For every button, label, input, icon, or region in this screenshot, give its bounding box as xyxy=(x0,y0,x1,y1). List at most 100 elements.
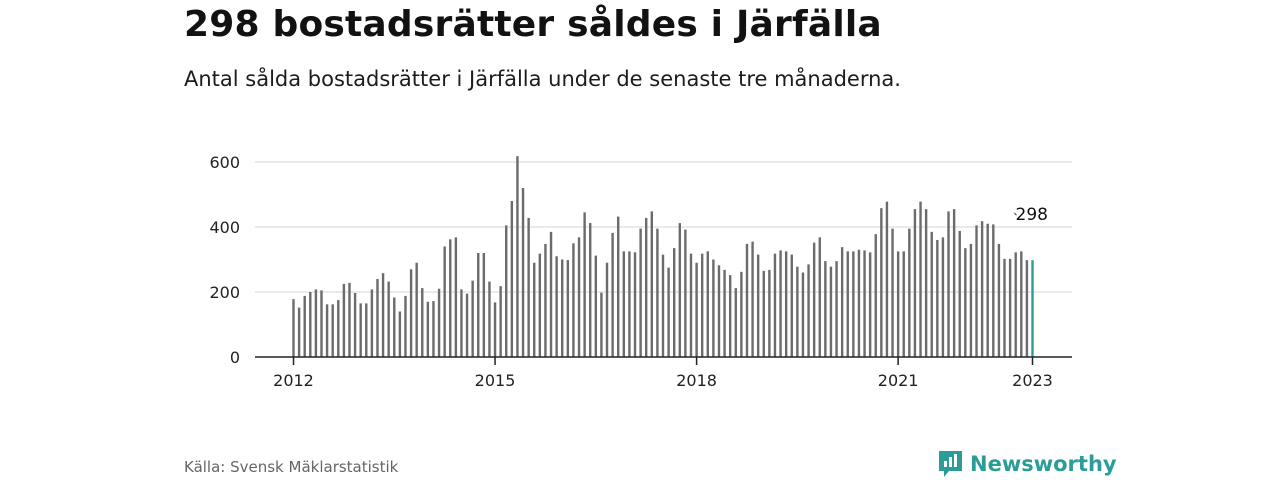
bar xyxy=(919,201,922,357)
brand-name: Newsworthy xyxy=(970,452,1117,476)
bar xyxy=(751,241,754,358)
bar xyxy=(583,212,586,358)
bar xyxy=(840,247,844,357)
bar xyxy=(762,270,765,358)
bar-highlighted xyxy=(1031,260,1034,357)
bar xyxy=(728,275,732,357)
bar xyxy=(381,273,385,357)
bar xyxy=(835,261,838,358)
bar xyxy=(605,262,609,357)
bar xyxy=(303,295,306,357)
bar xyxy=(325,304,329,357)
bar xyxy=(700,253,704,357)
bar xyxy=(393,297,396,357)
bar xyxy=(1020,251,1023,358)
bar xyxy=(829,266,833,357)
bar xyxy=(964,248,967,358)
x-tick-label: 2023 xyxy=(1012,371,1053,390)
bar xyxy=(902,251,905,358)
bar xyxy=(891,228,894,358)
bar xyxy=(432,301,435,357)
bar xyxy=(824,261,827,358)
bar xyxy=(516,156,519,357)
bar xyxy=(1025,260,1029,357)
bar xyxy=(342,283,346,358)
bar xyxy=(611,232,614,357)
brand-logo: Newsworthy xyxy=(937,449,1117,479)
bar xyxy=(409,269,413,357)
bar xyxy=(499,286,502,357)
bar xyxy=(353,292,357,358)
bar xyxy=(952,209,956,358)
bar xyxy=(359,303,362,358)
bar xyxy=(577,237,581,357)
bar xyxy=(773,253,777,357)
bar xyxy=(801,272,805,357)
bar xyxy=(684,229,687,357)
bar xyxy=(784,251,788,358)
bar xyxy=(533,262,536,357)
bar xyxy=(398,311,402,357)
bar xyxy=(846,251,849,358)
bar xyxy=(852,251,855,358)
bar xyxy=(818,237,821,357)
chart-subtitle: Antal sålda bostadsrätter i Järfälla und… xyxy=(184,67,901,91)
bar xyxy=(857,249,861,357)
bar xyxy=(689,253,693,357)
bar xyxy=(482,253,486,357)
y-tick-label: 0 xyxy=(230,348,240,367)
bar xyxy=(292,299,295,357)
bar xyxy=(1014,252,1017,357)
bar xyxy=(488,281,491,357)
bar xyxy=(941,237,945,357)
y-tick-label: 600 xyxy=(209,153,240,172)
bar xyxy=(712,259,715,357)
bar xyxy=(740,271,743,357)
bar xyxy=(673,248,676,358)
bar xyxy=(947,211,950,357)
bar xyxy=(986,223,989,357)
source-note: Källa: Svensk Mäklarstatistik xyxy=(184,458,399,476)
bar xyxy=(885,201,889,357)
bar xyxy=(426,301,430,357)
bar xyxy=(667,267,670,358)
bar xyxy=(874,234,877,357)
bar xyxy=(320,290,323,358)
bar xyxy=(617,216,620,357)
y-tick-label: 200 xyxy=(209,283,240,302)
bar xyxy=(717,265,721,357)
bar xyxy=(913,209,917,358)
bar xyxy=(555,256,558,357)
bar xyxy=(454,237,458,357)
bar xyxy=(656,228,659,358)
bar xyxy=(443,246,446,357)
bar xyxy=(695,262,698,357)
last-value-label: 298 xyxy=(1016,205,1048,225)
bar xyxy=(633,252,637,357)
bar xyxy=(527,217,530,357)
x-tick-label: 2018 xyxy=(676,371,717,390)
bar xyxy=(734,288,737,357)
bar xyxy=(924,209,928,358)
bar xyxy=(930,231,933,358)
bar xyxy=(969,243,973,357)
bar xyxy=(796,266,799,357)
bar xyxy=(594,255,598,357)
bar xyxy=(600,292,603,357)
bar xyxy=(549,231,553,358)
bar xyxy=(572,243,575,357)
bar xyxy=(465,293,469,358)
bar xyxy=(622,251,626,358)
bar xyxy=(980,221,984,357)
bar xyxy=(460,289,463,357)
bar xyxy=(650,211,653,357)
bar xyxy=(863,250,866,357)
bar xyxy=(477,253,480,357)
bar xyxy=(645,217,648,357)
newsworthy-logo-icon xyxy=(939,451,962,477)
bar xyxy=(561,259,564,357)
bar xyxy=(404,295,407,357)
bar xyxy=(678,223,681,357)
bar xyxy=(1008,258,1012,357)
annotation: 298 xyxy=(1014,205,1048,225)
